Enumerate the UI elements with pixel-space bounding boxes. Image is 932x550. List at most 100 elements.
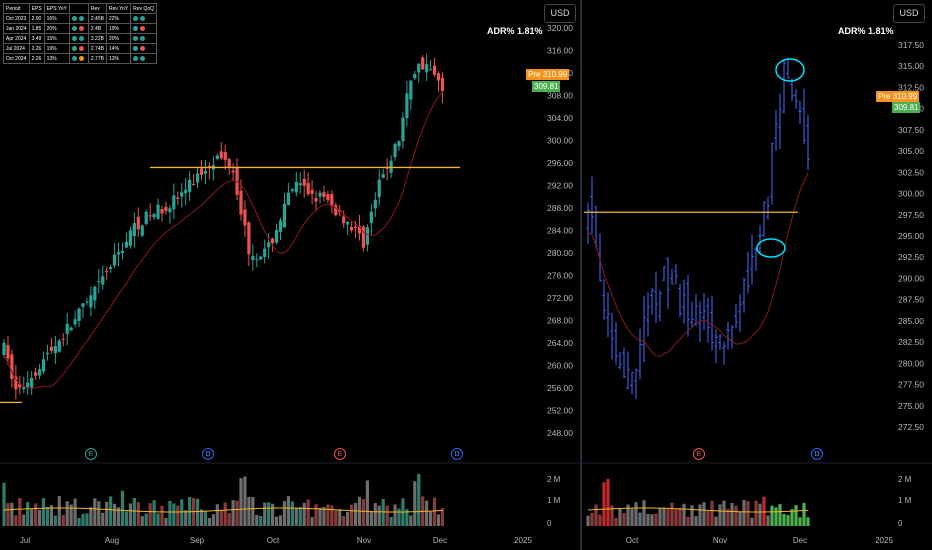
volume-bar	[45, 506, 50, 526]
currency-button[interactable]: USD	[544, 4, 576, 23]
volume-bar	[294, 507, 298, 526]
volume-bar	[429, 511, 433, 526]
candle-body	[381, 174, 385, 178]
volume-bar	[81, 513, 85, 526]
volume-bar	[698, 504, 702, 526]
volume-bar	[646, 513, 650, 526]
left-chart-pane[interactable]: 320.00316.00312.00308.00304.00300.00296.…	[0, 0, 580, 550]
candle-body	[124, 241, 129, 248]
price-axis-tick-label: 292.50	[898, 252, 924, 262]
volume-bar	[626, 504, 630, 526]
candle-body	[152, 213, 156, 218]
earnings-event-icon[interactable]: E	[334, 448, 346, 460]
price-axis-tick-label: 268.00	[547, 315, 573, 325]
currency-button[interactable]: USD	[893, 4, 925, 23]
candle-body	[22, 387, 26, 390]
dividend-event-icon[interactable]: D	[202, 448, 214, 460]
earnings-rev: 2.4B	[87, 23, 107, 34]
price-axis-tick-label: 305.00	[898, 146, 924, 156]
volume-average-line	[587, 507, 809, 513]
candle-body	[357, 225, 362, 234]
volume-bar	[786, 515, 790, 526]
right-chart-pane[interactable]: 317.50315.00312.50310.00307.50305.00302.…	[582, 0, 932, 550]
price-axis-tick-label: 272.00	[547, 293, 573, 303]
volume-bar	[231, 500, 235, 526]
status-dot-icon	[78, 55, 84, 61]
candle-body	[385, 167, 389, 169]
candle-body	[61, 338, 65, 340]
volume-bar	[353, 502, 358, 526]
volume-bar	[590, 512, 594, 526]
volume-bar	[156, 513, 160, 526]
earnings-eps-status	[68, 13, 89, 24]
candle-body	[45, 352, 50, 355]
volume-bar	[227, 513, 231, 526]
left-price-chart[interactable]: 320.00316.00312.00308.00304.00300.00296.…	[0, 0, 580, 550]
volume-bar	[702, 502, 706, 526]
volume-bar	[762, 496, 766, 526]
price-axis-tick-label: 282.50	[898, 337, 924, 347]
earnings-rev-yoy: 19%	[105, 23, 132, 34]
volume-bar	[144, 513, 148, 526]
status-dot-icon	[78, 15, 84, 21]
volume-bar	[49, 505, 53, 526]
volume-bar	[282, 501, 287, 526]
earnings-rev-yoy: 20%	[105, 33, 132, 44]
dividend-event-icon[interactable]: D	[811, 448, 823, 460]
candle-body	[120, 250, 125, 254]
price-axis-tick-label: 300.00	[547, 135, 573, 145]
earnings-eps-yoy: 16%	[43, 13, 70, 24]
volume-bar	[425, 500, 429, 526]
status-dot-icon	[133, 55, 139, 61]
adr-indicator: ADR% 1.81%	[487, 26, 543, 36]
candle-body	[113, 254, 117, 266]
candle-body	[306, 182, 310, 195]
time-axis-tick-label: Nov	[713, 536, 727, 545]
pre-market-price-tag: Pre 310.99	[876, 91, 920, 102]
volume-bar	[726, 508, 730, 526]
candle-body	[176, 197, 180, 199]
candle-body	[85, 301, 89, 303]
volume-bar	[385, 505, 389, 526]
volume-bar	[124, 511, 129, 526]
volume-bar	[61, 514, 65, 526]
volume-bar	[690, 505, 694, 526]
volume-bar	[136, 502, 140, 526]
earnings-header: Rev	[87, 3, 107, 14]
earnings-eps-yoy: 13%	[43, 53, 70, 64]
right-price-chart[interactable]: 317.50315.00312.50310.00307.50305.00302.…	[582, 0, 932, 550]
volume-bar	[247, 496, 251, 526]
volume-bar	[243, 476, 247, 526]
volume-bar	[140, 516, 144, 526]
candle-body	[298, 183, 302, 186]
volume-bar	[160, 505, 164, 526]
time-axis-tick-label: Dec	[433, 536, 447, 545]
volume-bar	[338, 509, 342, 526]
pre-price: 310.99	[542, 70, 568, 79]
price-axis-tick-label: 264.00	[547, 338, 573, 348]
volume-bar	[714, 516, 718, 526]
earnings-row: Jan 2024 1.85 20% 2.4B 19%	[3, 23, 157, 34]
volume-bar	[239, 478, 243, 526]
volume-bar	[30, 508, 34, 526]
pre-label: Pre	[528, 70, 541, 79]
volume-bar	[314, 504, 318, 526]
price-axis-tick-label: 280.00	[547, 248, 573, 258]
status-dot-icon	[71, 25, 77, 31]
volume-bar	[774, 507, 778, 526]
volume-bar	[211, 514, 215, 526]
volume-bar	[168, 500, 172, 526]
pane-divider[interactable]	[580, 0, 582, 550]
volume-bar	[754, 500, 758, 526]
earnings-event-icon[interactable]: E	[693, 448, 705, 460]
earnings-event-icon[interactable]: E	[85, 448, 97, 460]
volume-bar	[413, 481, 417, 526]
volume-bar	[132, 497, 136, 526]
time-axis-tick-label: Aug	[105, 536, 119, 545]
candle-body	[432, 65, 437, 75]
dividend-event-icon[interactable]: D	[451, 448, 463, 460]
earnings-header: EPS	[28, 3, 45, 14]
volume-bar	[290, 501, 294, 526]
candle-body	[93, 286, 97, 301]
volume-bar	[730, 502, 734, 526]
